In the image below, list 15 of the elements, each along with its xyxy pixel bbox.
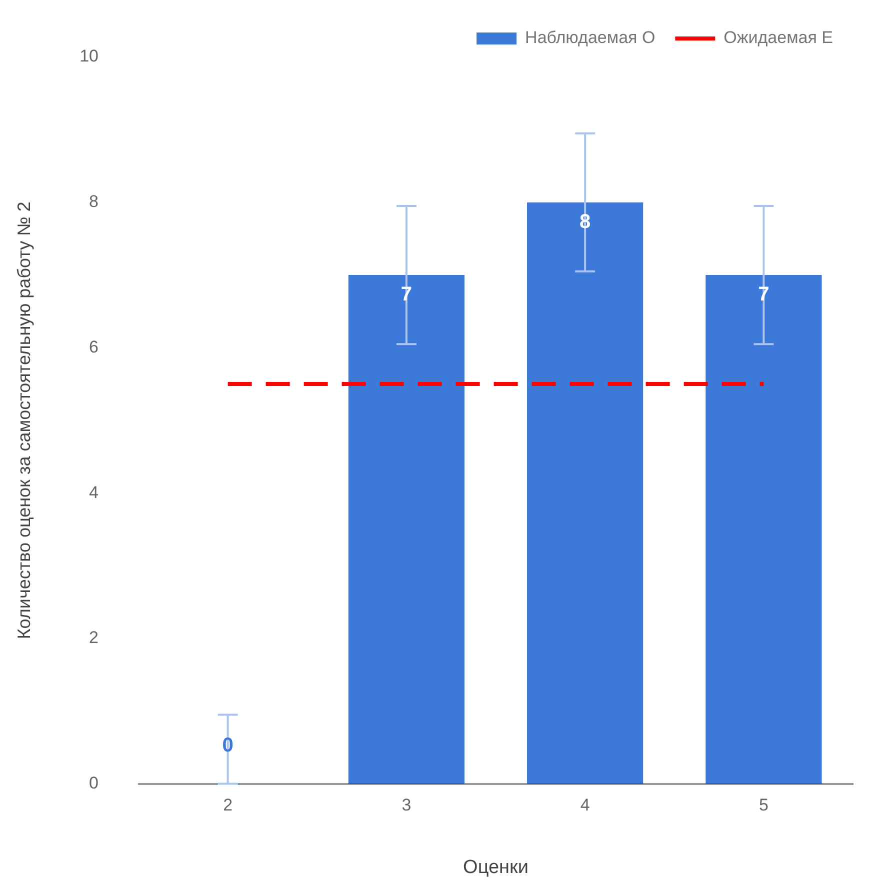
data-label: 0 xyxy=(222,734,234,756)
x-tick-label: 5 xyxy=(758,796,768,815)
legend-label: Наблюдаемая O xyxy=(525,28,656,48)
y-tick-label: 0 xyxy=(89,773,99,792)
y-axis-title: Количество оценок за самостоятельную работу № 2 xyxy=(14,202,34,640)
legend-label: Ожидаемая E xyxy=(724,28,834,48)
x-tick-label: 3 xyxy=(402,796,412,815)
y-tick-label: 10 xyxy=(80,46,99,66)
x-tick-label: 4 xyxy=(580,796,590,815)
y-tick-label: 4 xyxy=(89,482,99,502)
x-tick-label: 2 xyxy=(223,796,233,815)
y-tick-label: 6 xyxy=(89,337,99,356)
y-tick-label: 2 xyxy=(89,628,99,648)
y-tick-label: 8 xyxy=(89,192,99,212)
x-axis-title: Оценки xyxy=(463,856,528,878)
